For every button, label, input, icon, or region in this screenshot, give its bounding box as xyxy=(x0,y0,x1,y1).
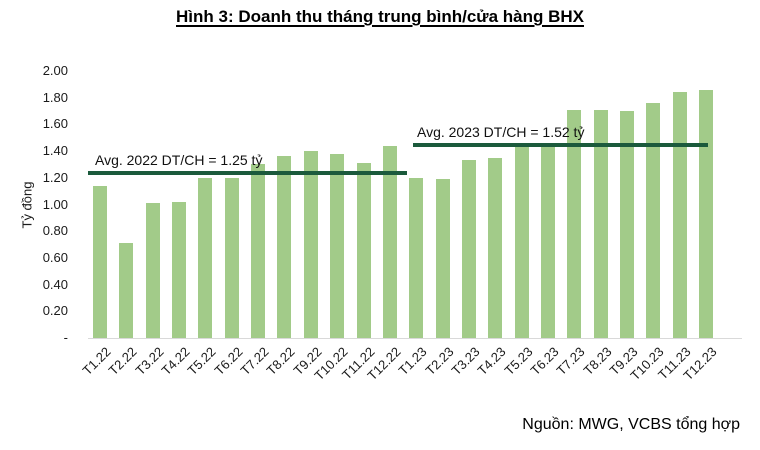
x-tick-label: T5.23 xyxy=(501,344,536,379)
bar-T5.23 xyxy=(514,144,529,338)
avg-2023-label: Avg. 2023 DT/CH = 1.52 tỷ xyxy=(417,124,585,140)
figure-title: Hình 3: Doanh thu tháng trung bình/cửa h… xyxy=(0,7,760,27)
figure-title-text: Hình 3: Doanh thu tháng trung bình/cửa h… xyxy=(176,7,584,26)
x-tick-label: T4.23 xyxy=(474,344,509,379)
avg-2022-line xyxy=(88,171,407,176)
bar-T7.22 xyxy=(251,164,266,338)
avg-2023-line xyxy=(413,143,708,148)
x-tick-label: T7.23 xyxy=(553,344,588,379)
bar-T8.23 xyxy=(593,109,608,338)
x-tick-label: T5.22 xyxy=(184,344,219,379)
y-tick-label: 2.00 xyxy=(42,63,68,78)
x-tick-label: T2.22 xyxy=(105,344,140,379)
bar-T2.22 xyxy=(119,243,134,338)
y-tick-label: 0.60 xyxy=(42,249,68,265)
x-tick-label: T1.23 xyxy=(395,344,430,379)
y-tick-label: - xyxy=(63,330,68,345)
bar-T1.23 xyxy=(409,177,424,338)
bar-T11.22 xyxy=(356,163,371,338)
bar-T10.23 xyxy=(646,103,661,338)
x-tick-label: T3.23 xyxy=(448,344,483,379)
bar-T6.23 xyxy=(540,145,555,338)
y-tick-label: 0.80 xyxy=(42,223,68,239)
bar-T6.22 xyxy=(224,177,239,338)
bar-T9.23 xyxy=(620,111,634,338)
bar-T12.23 xyxy=(699,89,714,338)
bar-T2.23 xyxy=(435,179,450,338)
x-tick-label: T6.22 xyxy=(211,344,246,379)
bar-T7.23 xyxy=(567,109,582,338)
x-tick-label: T1.22 xyxy=(79,344,114,379)
y-tick-label: 1.80 xyxy=(42,89,68,105)
x-tick-label: T2.23 xyxy=(422,344,457,379)
bar-T8.22 xyxy=(277,156,292,338)
bar-T4.23 xyxy=(488,157,503,338)
x-tick-label: T7.22 xyxy=(237,344,272,379)
bar-T3.23 xyxy=(461,160,476,338)
bar-T11.23 xyxy=(672,92,687,338)
x-tick-label: T4.22 xyxy=(158,344,193,379)
x-tick-label: T8.23 xyxy=(580,344,615,379)
source-note: Nguồn: MWG, VCBS tổng hợp xyxy=(522,416,740,433)
bar-T5.22 xyxy=(198,177,213,338)
bar-T4.22 xyxy=(172,201,187,338)
bar-T3.22 xyxy=(145,203,160,338)
y-tick-label: 1.20 xyxy=(42,169,68,185)
y-tick-label: 1.60 xyxy=(42,116,68,132)
x-tick-label: T3.22 xyxy=(132,344,167,379)
y-tick-label: 0.20 xyxy=(42,303,68,319)
y-tick-label: 1.40 xyxy=(42,143,68,159)
bar-T12.22 xyxy=(382,145,397,338)
x-axis-line xyxy=(88,338,742,339)
x-tick-label: T6.23 xyxy=(527,344,562,379)
bar-T1.22 xyxy=(93,185,107,338)
bar-T9.22 xyxy=(303,151,318,338)
x-tick-label: T8.22 xyxy=(263,344,299,379)
bar-T10.22 xyxy=(330,153,345,338)
avg-2022-label: Avg. 2022 DT/CH = 1.25 tỷ xyxy=(95,152,263,168)
y-tick-label: 0.40 xyxy=(42,276,68,292)
y-tick-label: 1.00 xyxy=(42,196,68,212)
